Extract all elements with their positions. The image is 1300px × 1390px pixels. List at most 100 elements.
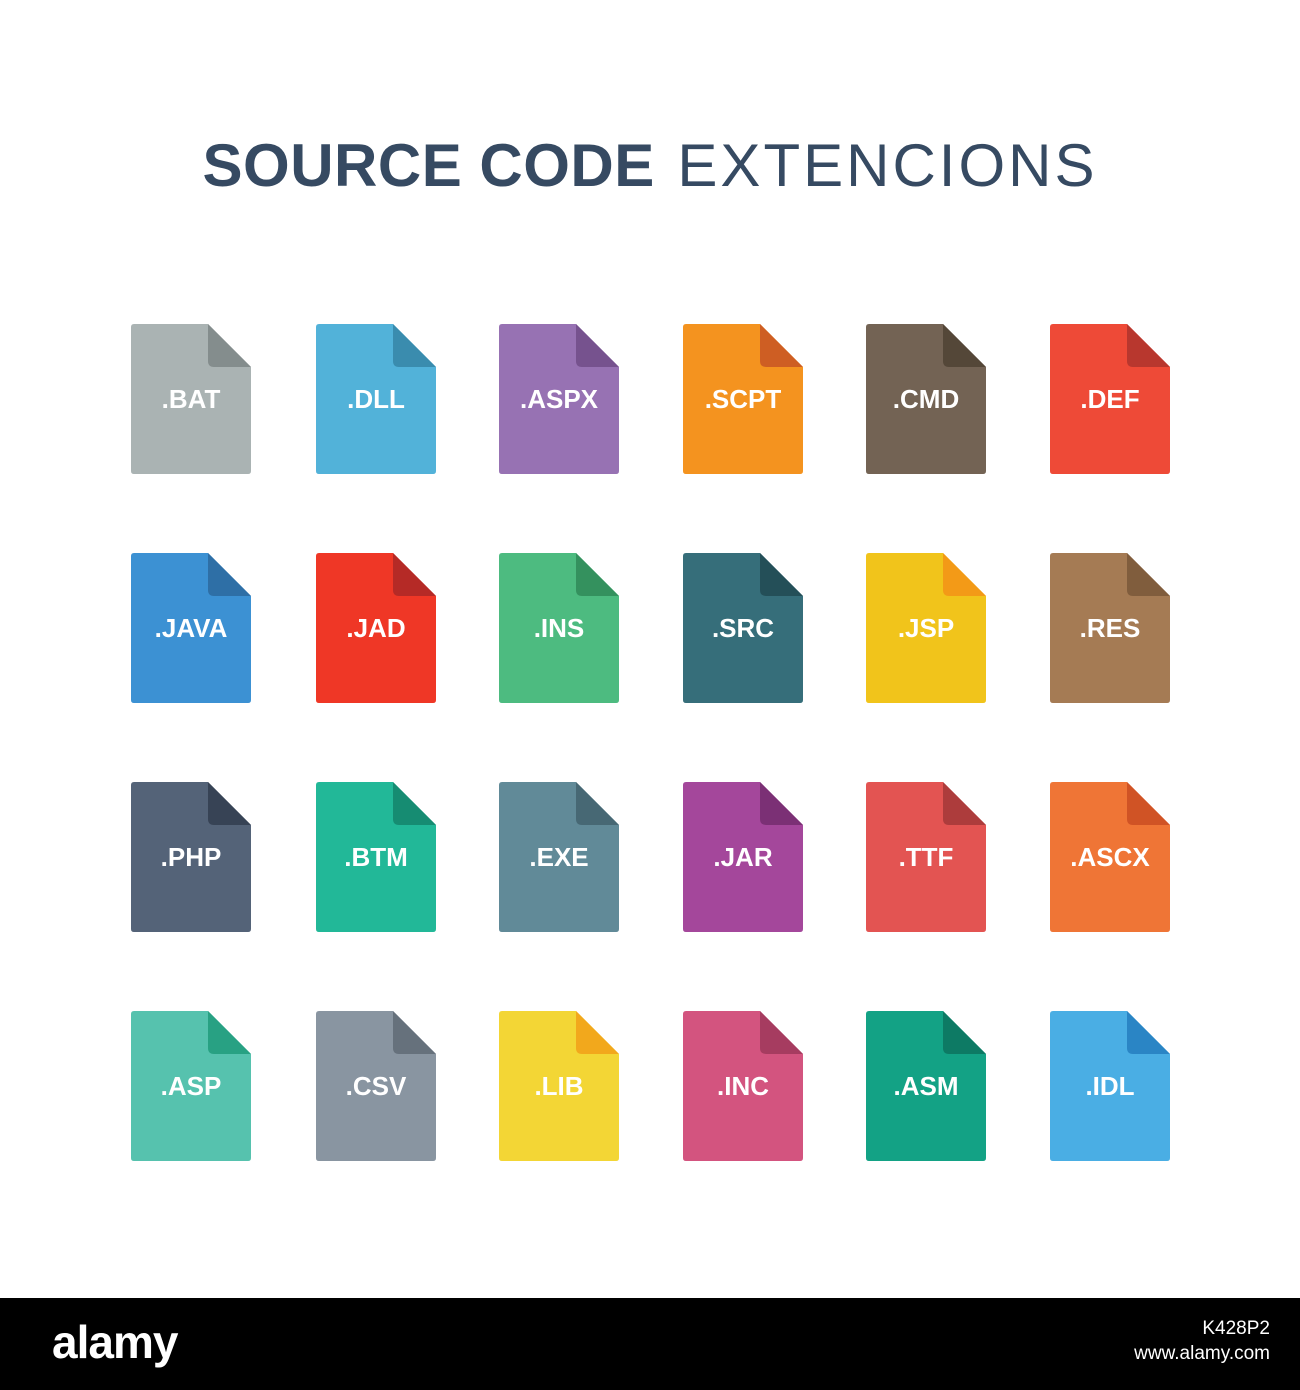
file-corner-fold — [1127, 324, 1170, 367]
file-icon[interactable]: .ASCX — [1050, 782, 1170, 932]
file-extension-label: .SRC — [711, 613, 775, 643]
file-extension-label: .DEF — [1080, 384, 1140, 414]
file-extension-label: .INC — [717, 1071, 769, 1101]
footer-url: www.alamy.com — [1134, 1343, 1270, 1364]
watermark-footer: alamy K428P2 www.alamy.com — [0, 1298, 1300, 1390]
file-extension-label: .RES — [1079, 613, 1141, 643]
file-corner-fold — [393, 782, 436, 825]
file-page-icon — [683, 324, 803, 474]
file-icon[interactable]: .PHP — [131, 782, 251, 932]
file-extension-label: .ASM — [893, 1071, 959, 1101]
image-id: K428P2 — [1202, 1318, 1270, 1339]
file-icon[interactable]: .BAT — [131, 324, 251, 474]
file-extension-label: .SCPT — [704, 384, 782, 414]
file-page-icon — [683, 782, 803, 932]
file-corner-fold — [760, 324, 803, 367]
title-bold: SOURCE CODE — [202, 132, 655, 199]
file-page-icon — [499, 782, 619, 932]
file-icon[interactable]: .INS — [499, 553, 619, 703]
file-icon[interactable]: .RES — [1050, 553, 1170, 703]
file-icon[interactable]: .CSV — [316, 1011, 436, 1161]
file-extension-label: .IDL — [1085, 1071, 1135, 1101]
file-extension-label: .JAD — [346, 613, 406, 643]
file-extension-label: .ASCX — [1070, 842, 1150, 872]
file-corner-fold — [208, 782, 251, 825]
footer-meta: K428P2 www.alamy.com — [1010, 1316, 1270, 1366]
file-extension-label: .ASPX — [519, 384, 599, 414]
file-extension-label: .TTF — [898, 842, 954, 872]
file-icon[interactable]: .LIB — [499, 1011, 619, 1161]
file-page-icon — [316, 553, 436, 703]
file-corner-fold — [760, 782, 803, 825]
file-corner-fold — [1127, 782, 1170, 825]
page-title: SOURCE CODE EXTENCIONS — [0, 128, 1300, 204]
file-page-icon — [131, 1011, 251, 1161]
file-extension-label: .CMD — [892, 384, 960, 414]
file-extension-label: .LIB — [534, 1071, 584, 1101]
file-corner-fold — [760, 553, 803, 596]
file-extension-label: .ASP — [160, 1071, 222, 1101]
file-corner-fold — [576, 782, 619, 825]
file-corner-fold — [393, 1011, 436, 1054]
file-corner-fold — [393, 324, 436, 367]
file-icon[interactable]: .DEF — [1050, 324, 1170, 474]
file-icon[interactable]: .EXE — [499, 782, 619, 932]
file-extension-label: .EXE — [529, 842, 589, 872]
file-corner-fold — [760, 1011, 803, 1054]
file-icon[interactable]: .BTM — [316, 782, 436, 932]
file-corner-fold — [208, 324, 251, 367]
file-page-icon — [499, 553, 619, 703]
file-extension-label: .INS — [533, 613, 585, 643]
file-icon[interactable]: .SCPT — [683, 324, 803, 474]
file-page-icon — [131, 553, 251, 703]
file-corner-fold — [393, 553, 436, 596]
file-icon[interactable]: .ASP — [131, 1011, 251, 1161]
file-corner-fold — [576, 1011, 619, 1054]
file-page-icon — [1050, 553, 1170, 703]
file-page-icon — [316, 782, 436, 932]
file-page-icon — [316, 324, 436, 474]
file-icon[interactable]: .ASM — [866, 1011, 986, 1161]
file-page-icon — [683, 1011, 803, 1161]
file-extension-label: .BAT — [161, 384, 221, 414]
alamy-logo: alamy — [52, 1316, 178, 1368]
file-page-icon — [1050, 324, 1170, 474]
file-icon[interactable]: .ASPX — [499, 324, 619, 474]
file-corner-fold — [943, 324, 986, 367]
file-corner-fold — [208, 1011, 251, 1054]
file-extension-label: .DLL — [347, 384, 405, 414]
file-corner-fold — [576, 553, 619, 596]
title-light: EXTENCIONS — [677, 132, 1098, 199]
file-extension-label: .JSP — [897, 613, 955, 643]
file-corner-fold — [208, 553, 251, 596]
file-icon[interactable]: .SRC — [683, 553, 803, 703]
file-page-icon — [1050, 782, 1170, 932]
file-extension-label: .PHP — [160, 842, 222, 872]
file-page-icon — [499, 1011, 619, 1161]
file-extension-label: .JAR — [713, 842, 773, 872]
file-page-icon — [131, 324, 251, 474]
file-corner-fold — [943, 782, 986, 825]
file-page-icon — [316, 1011, 436, 1161]
file-icon[interactable]: .JAR — [683, 782, 803, 932]
file-icon[interactable]: .JAVA — [131, 553, 251, 703]
file-icon[interactable]: .JAD — [316, 553, 436, 703]
file-icon[interactable]: .INC — [683, 1011, 803, 1161]
file-corner-fold — [576, 324, 619, 367]
file-page-icon — [1050, 1011, 1170, 1161]
file-corner-fold — [1127, 1011, 1170, 1054]
file-corner-fold — [943, 1011, 986, 1054]
file-page-icon — [866, 1011, 986, 1161]
file-extension-label: .BTM — [344, 842, 408, 872]
file-corner-fold — [1127, 553, 1170, 596]
file-page-icon — [866, 324, 986, 474]
file-page-icon — [499, 324, 619, 474]
file-icon[interactable]: .IDL — [1050, 1011, 1170, 1161]
file-extension-label: .CSV — [345, 1071, 407, 1101]
file-page-icon — [866, 782, 986, 932]
file-icon[interactable]: .JSP — [866, 553, 986, 703]
file-icon[interactable]: .TTF — [866, 782, 986, 932]
file-icon[interactable]: .CMD — [866, 324, 986, 474]
file-icon[interactable]: .DLL — [316, 324, 436, 474]
file-page-icon — [683, 553, 803, 703]
